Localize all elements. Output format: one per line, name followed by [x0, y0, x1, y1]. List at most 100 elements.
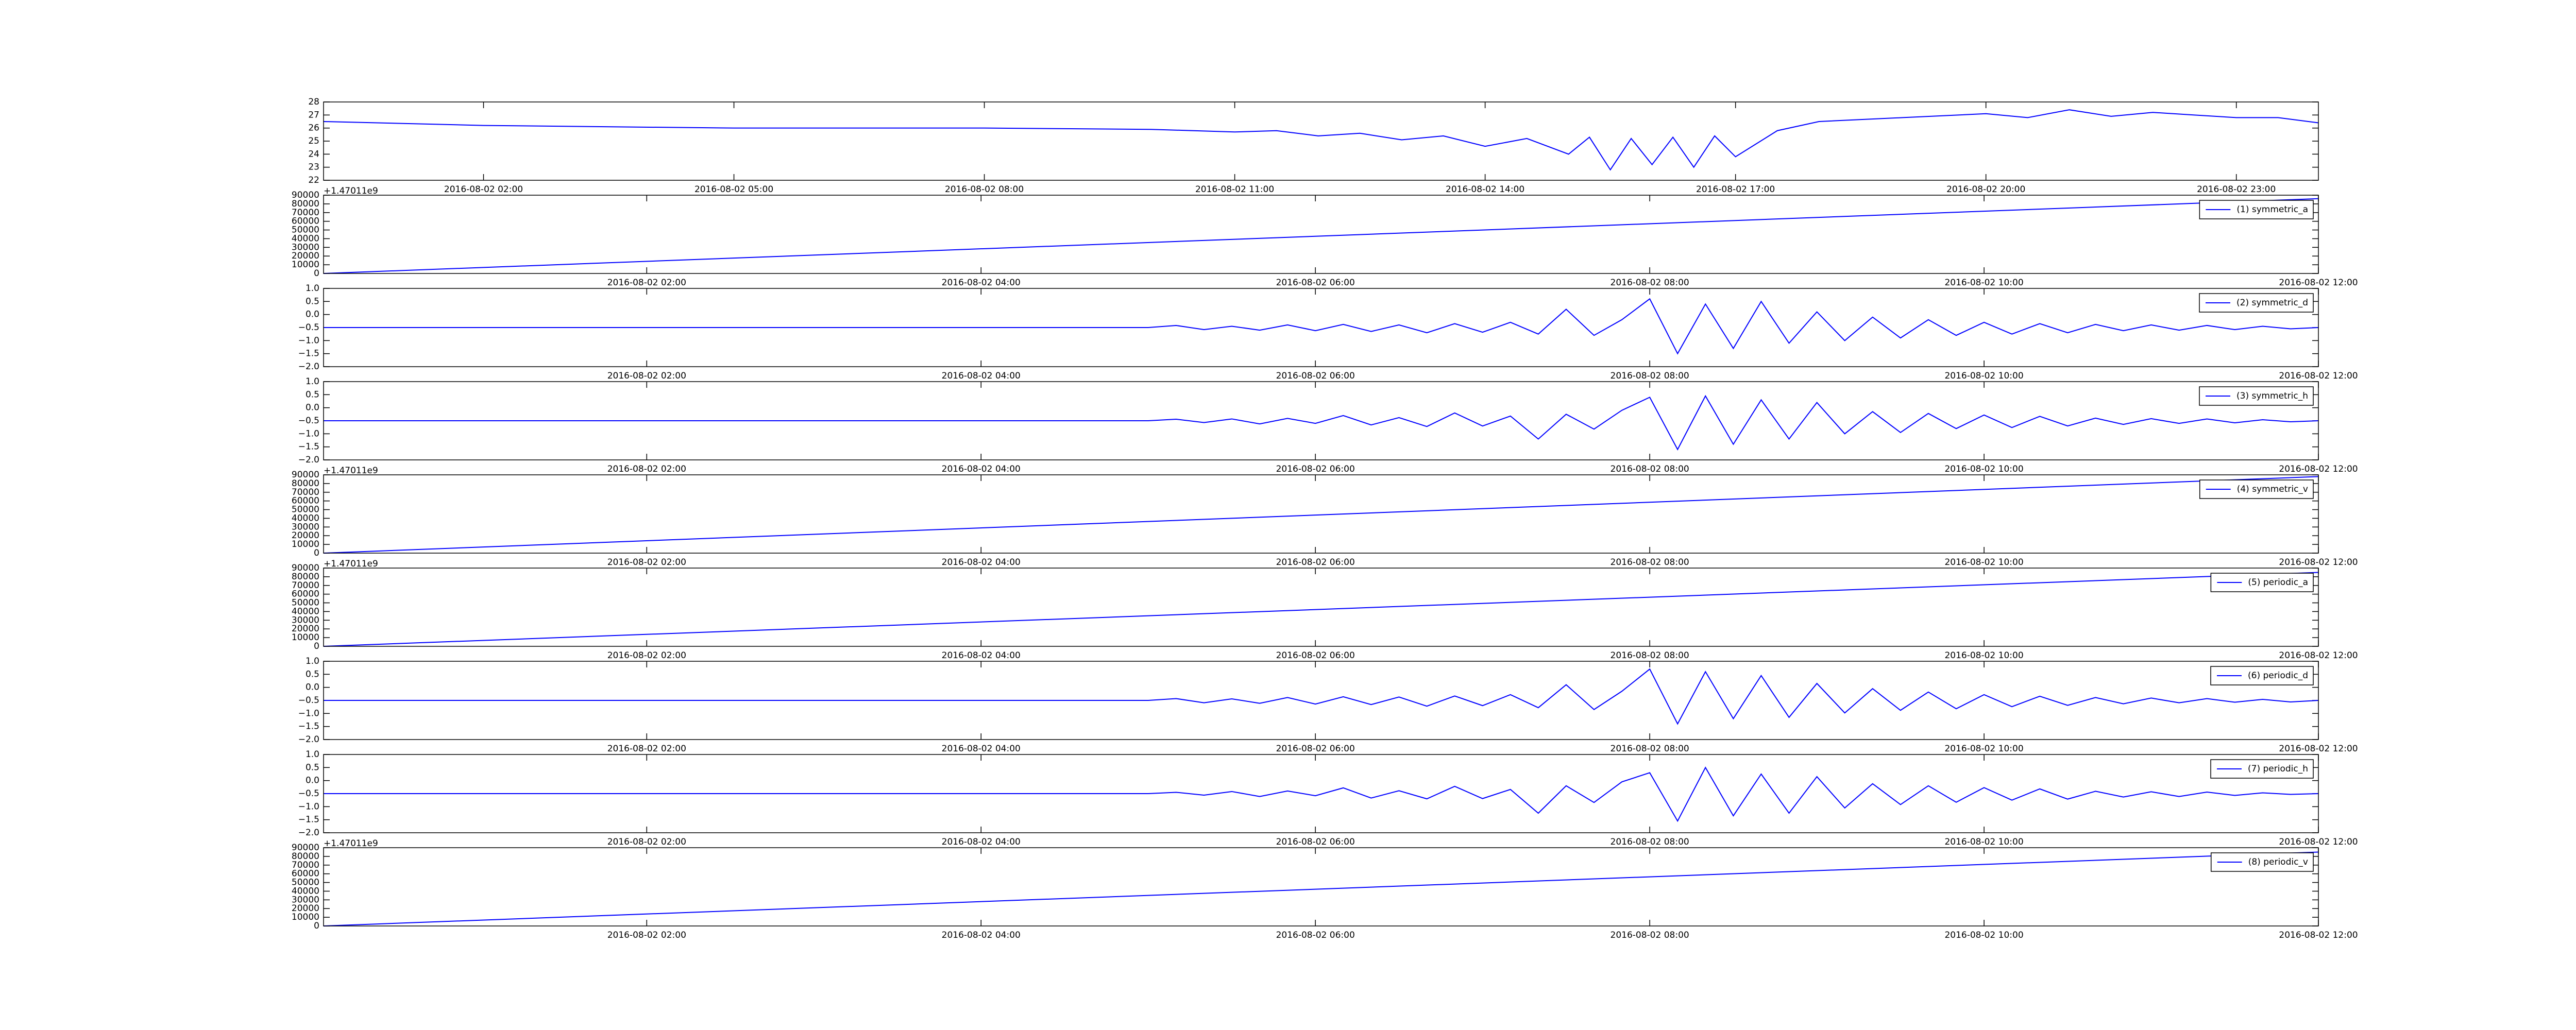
y-tick-label: 20000 — [292, 903, 319, 914]
y-tick-label: 25 — [308, 136, 319, 146]
x-tick-label: 2016-08-02 02:00 — [607, 837, 686, 847]
axes-frame — [323, 474, 2319, 554]
y-tick-label: 40000 — [292, 513, 319, 523]
y-tick-label: 1.0 — [306, 749, 319, 760]
plot-area — [324, 848, 2318, 926]
y-tick-label: 22 — [308, 175, 319, 185]
x-tick-label: 2016-08-02 12:00 — [2279, 371, 2358, 381]
legend-label: (1) symmetric_a — [2236, 204, 2308, 215]
data-line — [324, 766, 2319, 822]
y-tick-label: 60000 — [292, 216, 319, 227]
x-tick-label: 2016-08-02 04:00 — [942, 464, 1021, 474]
y-tick-label: 1.0 — [306, 376, 319, 387]
x-tick-label: 2016-08-02 10:00 — [1944, 371, 2023, 381]
y-tick-label: 0.5 — [306, 669, 319, 679]
y-tick-label: −0.5 — [298, 416, 319, 426]
y-tick-label: 60000 — [292, 589, 319, 599]
x-tick-label: 2016-08-02 02:00 — [607, 650, 686, 661]
x-tick-label: 2016-08-02 10:00 — [1944, 930, 2023, 940]
y-tick-label: 0.5 — [306, 762, 319, 772]
legend-label: (3) symmetric_h — [2236, 391, 2308, 401]
y-tick-label: 10000 — [292, 260, 319, 270]
x-tick-label: 2016-08-02 06:00 — [1276, 278, 1355, 288]
y-tick-label: −1.5 — [298, 442, 319, 452]
y-tick-label: 28 — [308, 97, 319, 107]
x-tick-label: 2016-08-02 02:00 — [607, 464, 686, 474]
x-tick-label: 2016-08-02 10:00 — [1944, 464, 2023, 474]
x-tick-label: 2016-08-02 12:00 — [2279, 930, 2358, 940]
x-tick-label: 2016-08-02 10:00 — [1944, 278, 2023, 288]
y-tick-label: −1.0 — [298, 335, 319, 346]
y-tick-label: 1.0 — [306, 656, 319, 666]
x-tick-label: 2016-08-02 10:00 — [1944, 744, 2023, 754]
plot-area — [324, 195, 2318, 273]
y-tick-label: −0.5 — [298, 322, 319, 333]
x-tick-label: 2016-08-02 04:00 — [942, 744, 1021, 754]
y-tick-label: −0.5 — [298, 788, 319, 799]
offset-text: +1.47011e9 — [324, 186, 378, 196]
x-tick-label: 2016-08-02 04:00 — [942, 371, 1021, 381]
x-tick-label: 2016-08-02 08:00 — [1611, 930, 1689, 940]
x-tick-label: 2016-08-02 08:00 — [1611, 837, 1689, 847]
legend-label: (7) periodic_h — [2248, 764, 2308, 774]
y-tick-label: 90000 — [292, 843, 319, 853]
y-tick-label: 10000 — [292, 912, 319, 922]
y-tick-label: −1.5 — [298, 349, 319, 359]
offset-text: +1.47011e9 — [324, 466, 378, 476]
x-tick-label: 2016-08-02 06:00 — [1276, 371, 1355, 381]
y-tick-label: 80000 — [292, 478, 319, 489]
y-tick-label: 70000 — [292, 580, 319, 591]
y-tick-label: −2.0 — [298, 828, 319, 838]
y-tick-label: −1.0 — [298, 708, 319, 718]
x-tick-label: 2016-08-02 12:00 — [2279, 557, 2358, 568]
x-tick-label: 2016-08-02 04:00 — [942, 278, 1021, 288]
x-tick-label: 2016-08-02 08:00 — [1611, 557, 1689, 568]
x-tick-label: 2016-08-02 06:00 — [1276, 650, 1355, 661]
y-tick-label: −2.0 — [298, 455, 319, 465]
x-tick-label: 2016-08-02 04:00 — [942, 650, 1021, 661]
x-tick-label: 2016-08-02 02:00 — [607, 930, 686, 940]
legend: (5) periodic_a — [2210, 573, 2314, 592]
x-tick-label: 2016-08-02 06:00 — [1276, 744, 1355, 754]
y-tick-label: 0 — [314, 921, 319, 931]
y-tick-label: 0 — [314, 641, 319, 651]
y-tick-label: 24 — [308, 149, 319, 159]
y-tick-label: −2.0 — [298, 362, 319, 372]
data-line — [324, 394, 2319, 451]
axes-frame — [323, 381, 2319, 460]
legend-label: (6) periodic_d — [2248, 671, 2308, 681]
axes-frame — [323, 568, 2319, 647]
x-tick-label: 2016-08-02 06:00 — [1276, 557, 1355, 568]
y-tick-label: 70000 — [292, 860, 319, 870]
y-tick-label: 80000 — [292, 851, 319, 862]
plot-area — [324, 568, 2318, 646]
y-tick-label: 90000 — [292, 190, 319, 200]
y-tick-label: 60000 — [292, 496, 319, 506]
axes-frame — [323, 101, 2319, 181]
y-tick-label: 90000 — [292, 563, 319, 573]
offset-text: +1.47011e9 — [324, 559, 378, 569]
axes-frame — [323, 754, 2319, 833]
y-tick-label: 0 — [314, 548, 319, 558]
y-tick-label: 90000 — [292, 470, 319, 480]
y-tick-label: −1.5 — [298, 815, 319, 825]
y-tick-label: 40000 — [292, 233, 319, 244]
y-tick-label: 50000 — [292, 505, 319, 515]
x-tick-label: 2016-08-02 12:00 — [2279, 464, 2358, 474]
x-tick-label: 2016-08-02 10:00 — [1944, 650, 2023, 661]
y-tick-label: 60000 — [292, 869, 319, 879]
y-tick-label: −1.0 — [298, 801, 319, 812]
y-tick-label: 0.0 — [306, 403, 319, 413]
x-tick-label: 2016-08-02 11:00 — [1195, 184, 1274, 195]
y-tick-label: 20000 — [292, 624, 319, 634]
data-line — [323, 109, 2319, 171]
y-tick-label: −1.0 — [298, 428, 319, 439]
legend: (2) symmetric_d — [2199, 293, 2314, 313]
x-tick-label: 2016-08-02 02:00 — [444, 184, 523, 195]
data-line — [324, 668, 2319, 725]
y-tick-label: 50000 — [292, 878, 319, 888]
y-tick-label: 30000 — [292, 895, 319, 905]
x-tick-label: 2016-08-02 10:00 — [1944, 837, 2023, 847]
